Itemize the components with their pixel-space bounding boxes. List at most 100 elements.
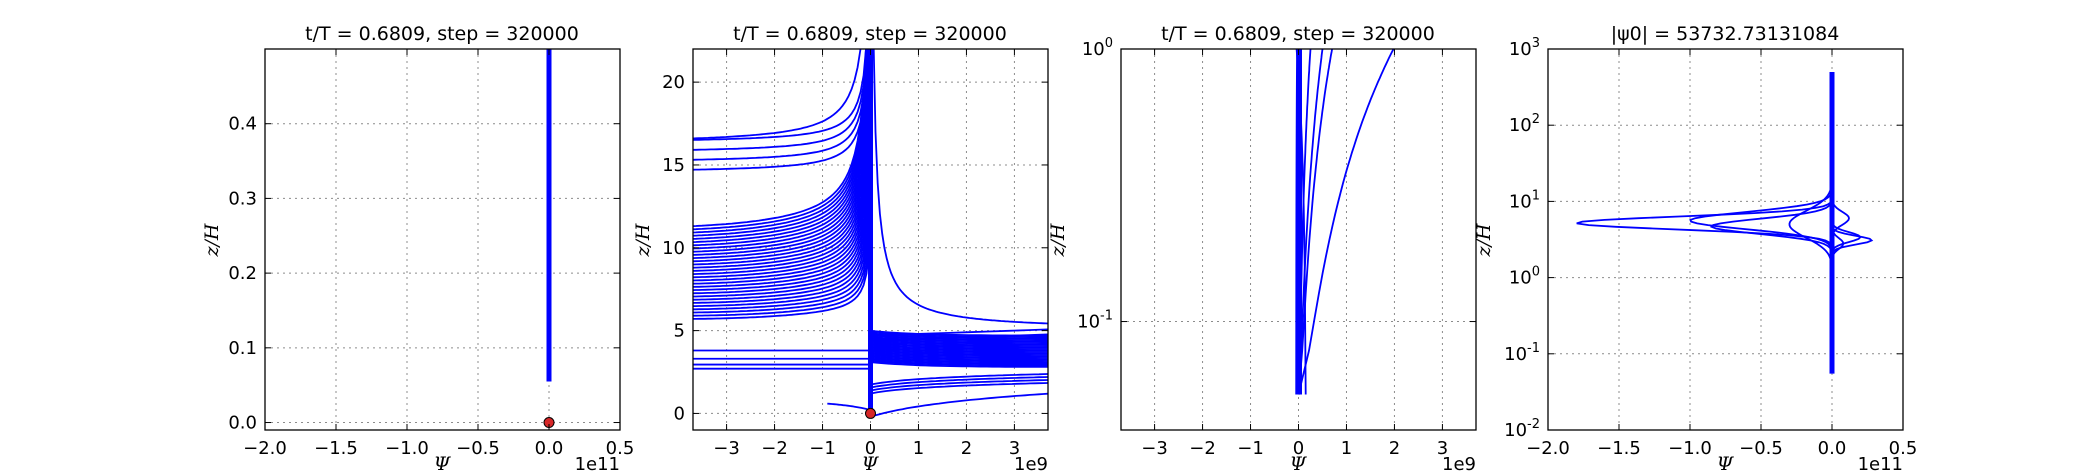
profile-curve [693, 202, 871, 307]
profile-curve [1297, 49, 1324, 395]
profile-curve [693, 157, 871, 295]
profile-curve [693, 49, 869, 171]
profile-curve [1576, 165, 1833, 301]
y-tick-label: 0.1 [228, 338, 257, 359]
profile-curve [693, 90, 871, 275]
x-tick-label: 2 [961, 438, 972, 459]
profile-curve [1709, 165, 1833, 301]
y-tick-label: 0.2 [228, 263, 257, 284]
profile-curve [693, 49, 867, 141]
y-tick-label: 5 [674, 321, 685, 342]
panel-4-y-label: z/H [1473, 223, 1495, 257]
profile-curve [872, 379, 1048, 391]
profile-curve [693, 135, 871, 288]
panel-1-frame [264, 48, 621, 431]
panel-1-x-offset-label: 1e11 [575, 454, 620, 475]
x-tick-label: −2 [1189, 438, 1216, 459]
profile-curve [870, 355, 1048, 362]
profile-curve [693, 191, 871, 304]
profile-curve [693, 247, 871, 320]
profile-curve [870, 359, 1048, 367]
profile-curve [1831, 165, 1862, 301]
y-tick-label: 103 [1509, 36, 1540, 60]
x-tick-label: −1.5 [1597, 438, 1641, 459]
profile-curve [693, 49, 868, 231]
profile-curve [870, 341, 1048, 349]
profile-curve [693, 112, 871, 282]
panel-1: −2.0 −1.5 −1.0 −0.5 0.0 0.5 0.0 0.1 0.2 0.3 0.4 t… [201, 23, 634, 475]
profile-curve [693, 49, 870, 256]
x-tick-label: −1 [809, 438, 836, 459]
y-tick-label: 0.0 [228, 413, 257, 434]
profile-curve [1297, 49, 1395, 395]
panel-4-y-ticks: 10-2 10-1 100 101 102 103 [1504, 36, 1903, 441]
x-tick-label: 0 [1293, 438, 1304, 459]
profile-curve [693, 168, 871, 298]
x-tick-label: −3 [1141, 438, 1168, 459]
profile-curve [870, 358, 1048, 365]
x-tick-label: 0.0 [1818, 438, 1847, 459]
profile-curve [870, 361, 1048, 368]
x-tick-label: −0.5 [1739, 438, 1783, 459]
x-tick-label: −1.5 [314, 438, 358, 459]
profile-curve [872, 382, 1048, 394]
profile-curve [693, 49, 869, 247]
profile-curve [1295, 49, 1298, 395]
panel-3-y-label: z/H [1047, 223, 1069, 257]
x-tick-label: −1.0 [1668, 438, 1712, 459]
profile-curve [1831, 165, 1845, 301]
panel-2-y-label: z/H [632, 223, 654, 257]
panel-1-y-label: z/H [201, 223, 223, 257]
profile-curve [870, 349, 1048, 356]
x-tick-label: −0.5 [456, 438, 500, 459]
y-tick-label: 10 [662, 238, 685, 259]
profile-curve [693, 225, 871, 314]
x-tick-label: 1 [1341, 438, 1352, 459]
profile-curve [870, 328, 1048, 337]
panel-2: −3 −2 −1 0 1 2 3 0 5 10 15 20 t/T = 0.6809, step =… [632, 23, 1049, 475]
x-tick-label: 3 [1437, 438, 1448, 459]
profile-curve [870, 392, 1048, 418]
profile-curve [693, 236, 871, 317]
profile-curve [693, 67, 871, 269]
profile-curve [870, 344, 1048, 352]
panel-1-title: t/T = 0.6809, step = 320000 [305, 23, 579, 45]
profile-curve [693, 49, 862, 140]
x-tick-label: 0.5 [1889, 438, 1918, 459]
profile-curve [870, 340, 1048, 347]
profile-curve [870, 338, 1048, 346]
profile-curve [870, 333, 1048, 342]
panel-4-grid [1547, 48, 1904, 431]
x-tick-label: 3 [1009, 438, 1020, 459]
panel-2-plot-area [693, 49, 1048, 419]
profile-curve [870, 343, 1048, 350]
x-tick-label: −2.0 [1526, 438, 1570, 459]
panel-4-x-ticks: −2.0 −1.5 −1.0 −0.5 0.0 0.5 [1526, 49, 1917, 459]
panel-3-y-ticks: 10-1 100 [1077, 36, 1476, 333]
panel-2-x-offset-label: 1e9 [1014, 454, 1048, 475]
panel-2-x-label: Ψ [862, 453, 880, 475]
y-tick-label: 15 [662, 155, 685, 176]
panel-4-x-label: Ψ [1717, 453, 1735, 475]
profile-curve [870, 334, 1048, 341]
y-tick-label: 10-1 [1077, 309, 1113, 333]
y-tick-label: 0 [674, 403, 685, 424]
profile-curve [870, 353, 1048, 361]
x-tick-label: 0.5 [606, 438, 635, 459]
panel-1-x-ticks: −2.0 −1.5 −1.0 −0.5 0.0 0.5 [243, 49, 634, 459]
profile-curve [693, 78, 871, 272]
panel-4-x-offset-label: 1e11 [1858, 454, 1903, 475]
profile-curve [693, 49, 868, 161]
panel-1-x-label: Ψ [434, 453, 452, 475]
profile-curve [870, 337, 1048, 344]
profile-curve [870, 347, 1048, 355]
profile-curve [693, 49, 870, 253]
profile-curve [870, 350, 1048, 358]
x-tick-label: −1.0 [385, 438, 429, 459]
y-tick-label: 101 [1509, 188, 1540, 212]
x-tick-label: 1 [913, 438, 924, 459]
profile-curve [693, 49, 867, 227]
panel-1-y-ticks: 0.0 0.1 0.2 0.3 0.4 [228, 114, 620, 434]
profile-curve [1297, 49, 1312, 395]
y-tick-label: 10-2 [1504, 417, 1540, 441]
